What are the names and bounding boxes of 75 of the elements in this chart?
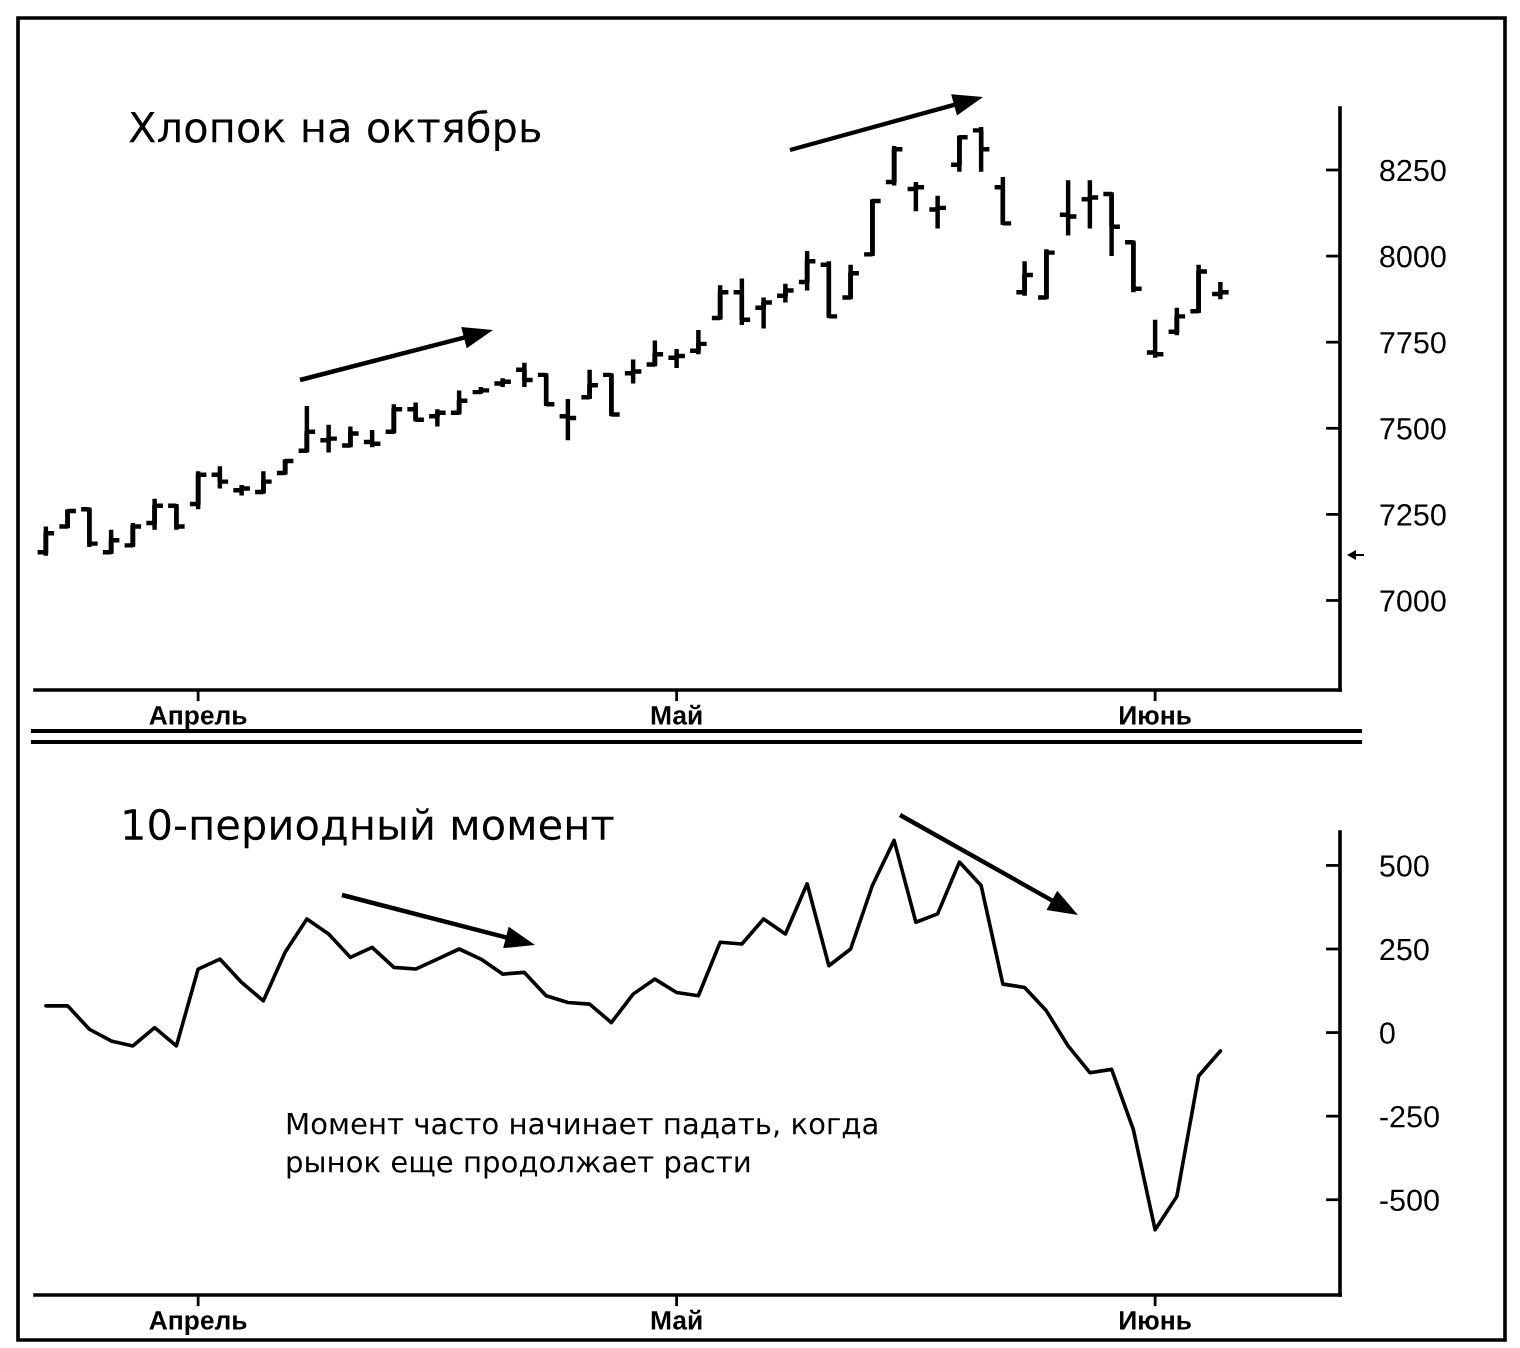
candlestick bbox=[1057, 178, 1079, 238]
candlestick bbox=[1122, 238, 1144, 295]
candlestick bbox=[753, 295, 775, 331]
candlestick bbox=[209, 463, 231, 491]
candlestick bbox=[535, 370, 557, 409]
x-tick-label: Апрель bbox=[149, 706, 247, 730]
candlestick bbox=[426, 407, 448, 429]
candlestick bbox=[513, 360, 535, 390]
candlestick bbox=[861, 197, 883, 259]
candlestick bbox=[1014, 259, 1036, 298]
candlestick bbox=[600, 370, 622, 419]
y-tick-label: 500 bbox=[1380, 855, 1429, 877]
candlestick bbox=[948, 133, 970, 174]
x-tick-label: Май bbox=[651, 704, 702, 725]
candlestick bbox=[1188, 262, 1210, 316]
y-tick-label: -500 bbox=[1380, 1189, 1439, 1212]
x-tick-label: Апрель bbox=[149, 1311, 247, 1335]
candlestick bbox=[448, 388, 470, 417]
candlestick bbox=[361, 427, 383, 450]
candlestick bbox=[165, 501, 187, 533]
candlestick bbox=[731, 276, 753, 328]
candlestick bbox=[1079, 178, 1101, 231]
candlestick bbox=[383, 401, 405, 436]
annotation: Момент часто начинает падать, когда рынок еще продолжает расти bbox=[287, 1112, 877, 1179]
y-tick-label: 7500 bbox=[1380, 418, 1446, 440]
y-tick-label: 7750 bbox=[1380, 331, 1446, 354]
candlestick bbox=[622, 357, 644, 386]
candlestick bbox=[100, 527, 122, 557]
y-tick-label: -250 bbox=[1380, 1105, 1439, 1128]
x-tick-label: Май bbox=[651, 1309, 702, 1330]
candlestick bbox=[1144, 317, 1166, 360]
y-tick-label: 8000 bbox=[1380, 245, 1446, 268]
candlestick bbox=[57, 506, 79, 531]
x-tick-label: Июнь bbox=[1120, 706, 1191, 725]
candlestick bbox=[318, 422, 340, 455]
candlestick bbox=[709, 283, 731, 323]
candlestick bbox=[970, 124, 992, 174]
candlestick bbox=[1101, 190, 1123, 259]
candlestick bbox=[840, 262, 862, 302]
candlestick bbox=[818, 259, 840, 321]
candlestick bbox=[992, 174, 1014, 228]
candlestick bbox=[252, 469, 274, 496]
y-tick-label: 7000 bbox=[1380, 590, 1446, 612]
candlestick bbox=[644, 338, 666, 369]
candlestick bbox=[144, 496, 166, 533]
candlestick bbox=[883, 143, 905, 188]
y-tick-label: 8250 bbox=[1380, 159, 1446, 182]
candlestick bbox=[687, 327, 709, 357]
y-tick-label: 7250 bbox=[1380, 504, 1446, 526]
candlestick bbox=[35, 524, 57, 558]
candlestick bbox=[557, 396, 579, 443]
candlestick bbox=[339, 424, 361, 450]
chart-title: 10-периодный момент bbox=[124, 808, 614, 849]
y-tick-label: 250 bbox=[1380, 938, 1429, 961]
candlestick bbox=[470, 384, 492, 397]
candlestick bbox=[1166, 305, 1188, 338]
candlestick bbox=[666, 346, 688, 371]
candlestick bbox=[796, 248, 818, 293]
candlestick bbox=[774, 281, 796, 305]
candlestick bbox=[405, 400, 427, 424]
candlestick bbox=[274, 457, 296, 477]
candlestick bbox=[78, 505, 100, 550]
candlestick bbox=[122, 520, 144, 550]
candlestick bbox=[492, 376, 514, 390]
candlestick bbox=[296, 403, 318, 455]
x-tick-label: Июнь bbox=[1120, 1311, 1191, 1330]
candlestick bbox=[1209, 279, 1231, 302]
candlestick bbox=[231, 482, 253, 498]
candlestick bbox=[187, 469, 209, 512]
candlestick bbox=[927, 193, 949, 231]
candlestick bbox=[579, 367, 601, 402]
chart-title: Хлопок на октябрь bbox=[129, 110, 541, 152]
y-tick-label: 0 bbox=[1380, 1022, 1395, 1044]
candlestick bbox=[905, 179, 927, 214]
candlestick bbox=[1035, 246, 1057, 302]
